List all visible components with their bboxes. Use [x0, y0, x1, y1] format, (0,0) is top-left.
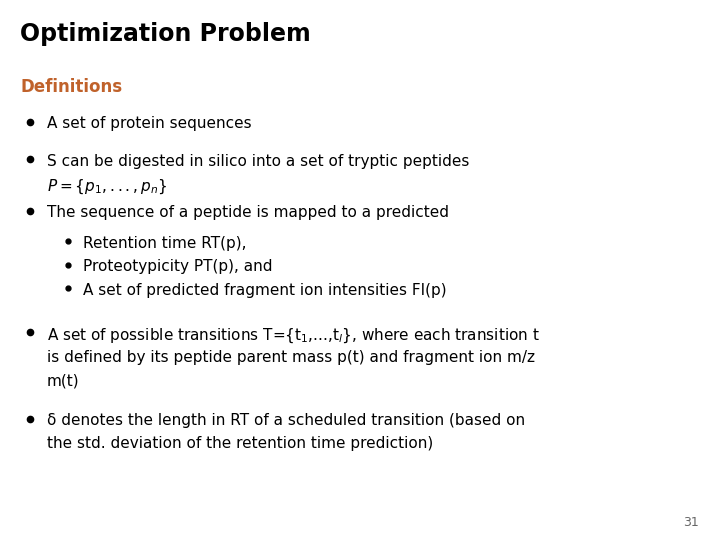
Text: Proteotypicity PT(p), and: Proteotypicity PT(p), and [83, 259, 272, 274]
Text: $P=\{p_1,...,p_n\}$: $P=\{p_1,...,p_n\}$ [47, 177, 167, 195]
Text: S can be digested in silico into a set of tryptic peptides: S can be digested in silico into a set o… [47, 154, 469, 169]
Text: A set of possible transitions T={t$_1$,...,t$_l$}, where each transition t: A set of possible transitions T={t$_1$,.… [47, 327, 540, 345]
Text: Retention time RT(p),: Retention time RT(p), [83, 236, 246, 251]
Text: A set of protein sequences: A set of protein sequences [47, 116, 256, 131]
Text: Definitions: Definitions [20, 78, 122, 96]
Text: is defined by its peptide parent mass p(t) and fragment ion m/z: is defined by its peptide parent mass p(… [47, 350, 535, 365]
Text: A set of predicted fragment ion intensities FI(p): A set of predicted fragment ion intensit… [83, 283, 446, 298]
Text: the std. deviation of the retention time prediction): the std. deviation of the retention time… [47, 436, 433, 451]
Text: m(t): m(t) [47, 373, 79, 388]
Text: 31: 31 [683, 516, 698, 529]
Text: The sequence of a peptide is mapped to a predicted: The sequence of a peptide is mapped to a… [47, 205, 449, 220]
Text: δ denotes the length in RT of a scheduled transition (based on: δ denotes the length in RT of a schedule… [47, 413, 525, 428]
Text: Optimization Problem: Optimization Problem [20, 22, 311, 45]
